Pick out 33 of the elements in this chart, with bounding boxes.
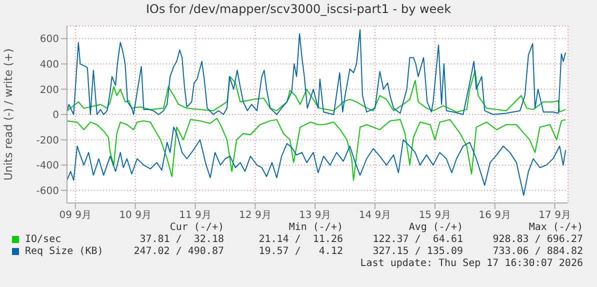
- text: 37.81 / 32.18: [138, 234, 224, 245]
- text: Avg (-/+): [408, 222, 463, 233]
- text: 928.83 / 696.27: [492, 234, 583, 245]
- text: 733.06 / 884.82: [492, 246, 583, 257]
- y-axis-title: Units read (-) / write (+): [2, 48, 15, 181]
- y-tick-label: -200: [36, 135, 59, 146]
- y-tick-label: 200: [40, 84, 59, 96]
- text: 19.57 / 4.12: [258, 246, 343, 257]
- x-tick-label: 15 9月: [418, 210, 452, 222]
- x-tick-label: 17 9月: [538, 210, 571, 222]
- y-tick-label: -400: [36, 160, 59, 172]
- text: Min (-/+): [288, 222, 343, 233]
- legend-label: Req Size (KB): [25, 246, 104, 257]
- text: 122.37 / 64.61: [372, 234, 463, 245]
- x-tick-label: 13 9月: [298, 210, 332, 222]
- x-tick-label: 09 9月: [59, 210, 92, 222]
- y-tick-label: 0: [52, 110, 59, 122]
- text: 327.15 / 135.09: [372, 246, 463, 257]
- text: Last update: Thu Sep 17 16:30:07 2026: [359, 258, 583, 269]
- y-tick-label: 600: [40, 34, 59, 46]
- text: 21.14 / 11.26: [258, 234, 343, 245]
- x-tick-label: 14 9月: [358, 210, 392, 222]
- x-tick-label: 16 9月: [478, 210, 512, 222]
- y-tick-label: 400: [40, 59, 59, 70]
- legend-label: IO/sec: [25, 234, 62, 245]
- chart-title: IOs for /dev/mapper/scv3000_iscsi-part1 - by week: [144, 2, 452, 16]
- x-tick-label: 10 9月: [119, 210, 152, 222]
- y-tick-label: -600: [36, 186, 59, 197]
- x-tick-label: 12 9月: [239, 210, 272, 222]
- text: Max (-/+): [528, 222, 583, 233]
- x-tick-label: 11 9月: [179, 210, 212, 222]
- text: Cur (-/+): [168, 222, 224, 233]
- text: 247.02 / 490.87: [132, 246, 224, 257]
